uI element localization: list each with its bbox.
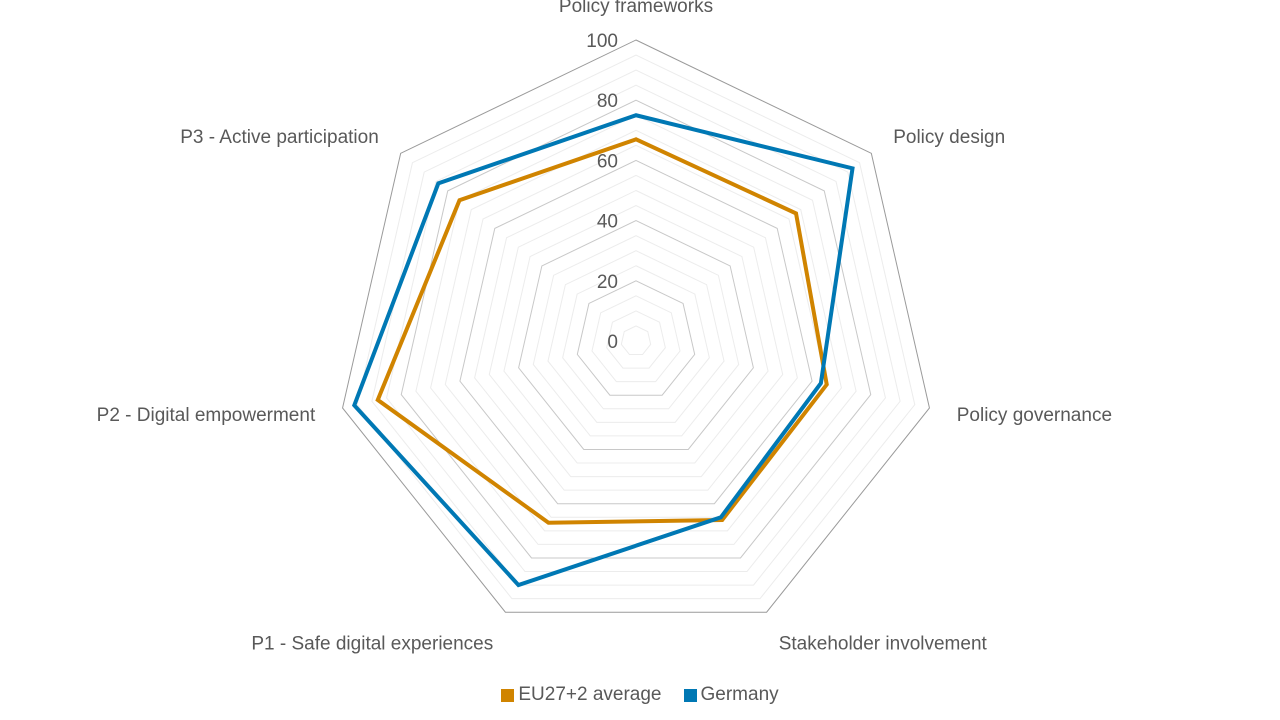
axis-label: Policy frameworks	[559, 0, 713, 17]
axis-label: Stakeholder involvement	[779, 633, 988, 654]
legend-label-eu-average: EU27+2 average	[518, 684, 662, 705]
legend-swatch-germany	[683, 688, 697, 702]
series-line-1	[351, 113, 855, 588]
grid-ring	[503, 204, 769, 464]
grid-ring	[459, 159, 813, 505]
grid-ring	[415, 114, 857, 545]
grid-ring	[576, 280, 696, 396]
series-line-0	[375, 137, 829, 525]
grid-ring	[532, 235, 740, 437]
grid-ring	[591, 295, 681, 383]
tick-label: 80	[597, 91, 618, 112]
tick-label: 60	[597, 151, 618, 172]
grid-ring	[562, 265, 710, 410]
grid-ring	[474, 174, 798, 491]
legend-label-germany: Germany	[700, 684, 779, 705]
axis-label: P1 - Safe digital experiences	[251, 633, 493, 654]
axis-label: Policy design	[893, 127, 1005, 148]
legend-item-germany: Germany	[683, 684, 779, 706]
grid-ring	[342, 39, 930, 613]
legend-item-eu-average: EU27+2 average	[501, 684, 662, 706]
axis-label: P3 - Active participation	[180, 127, 379, 148]
tick-label: 20	[597, 272, 618, 293]
grid-ring	[400, 99, 872, 559]
legend-swatch-eu-average	[501, 688, 515, 702]
tick-label: 100	[586, 31, 618, 52]
tick-label: 40	[597, 212, 618, 233]
axis-label: P2 - Digital empowerment	[97, 405, 316, 426]
grid-ring	[518, 220, 754, 450]
axis-label: Policy governance	[957, 405, 1112, 426]
grid-ring	[606, 310, 666, 369]
grid-ring	[488, 189, 784, 478]
tick-labels: 0 20 40 60 80 100	[586, 31, 618, 353]
grid-ring	[430, 129, 842, 532]
tick-label: 0	[607, 332, 618, 353]
grid-ring	[371, 69, 901, 586]
grid-ring	[444, 144, 828, 518]
grid-layer	[342, 39, 930, 613]
grid-ring	[620, 325, 652, 356]
series-layer	[351, 113, 855, 588]
axis-labels: Policy frameworks Policy design Policy gov…	[97, 0, 1112, 654]
grid-ring	[547, 250, 725, 423]
legend: EU27+2 average Germany	[0, 684, 1280, 706]
grid-ring	[356, 54, 916, 600]
